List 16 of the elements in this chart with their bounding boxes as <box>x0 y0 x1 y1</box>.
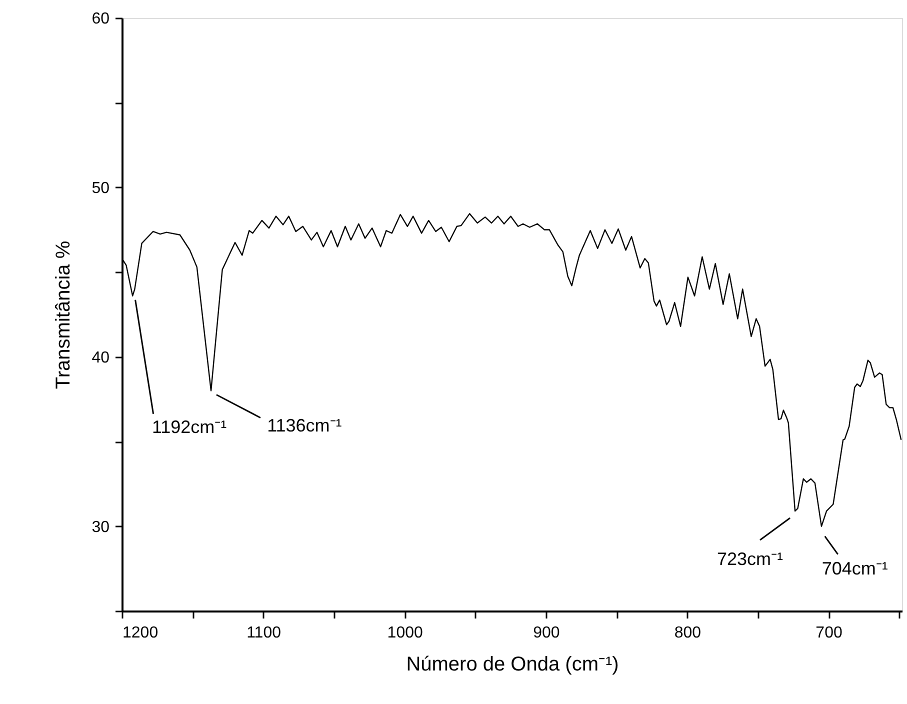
x-tick-label: 700 <box>816 624 842 642</box>
annotation: 723cm⁻¹ <box>717 549 784 570</box>
y-tick-label: 50 <box>92 180 110 197</box>
x-tick-label: 1100 <box>246 624 282 642</box>
annotation: 1136cm⁻¹ <box>267 416 342 436</box>
x-axis-title: Número de Onda (cm⁻¹) <box>406 654 619 676</box>
x-tick-label: 800 <box>674 624 702 642</box>
y-tick-label: 40 <box>92 349 110 366</box>
x-tick-label: 900 <box>533 624 560 642</box>
y-tick-label: 30 <box>92 518 110 536</box>
x-tick-label: 1200 <box>122 624 158 642</box>
annotation: 1192cm⁻¹ <box>152 416 227 437</box>
annotation: 704cm⁻¹ <box>822 558 888 578</box>
y-tick-label: 60 <box>92 10 110 28</box>
y-axis-title: Transmitância % <box>52 240 75 390</box>
x-tick-label: 1000 <box>387 624 424 642</box>
